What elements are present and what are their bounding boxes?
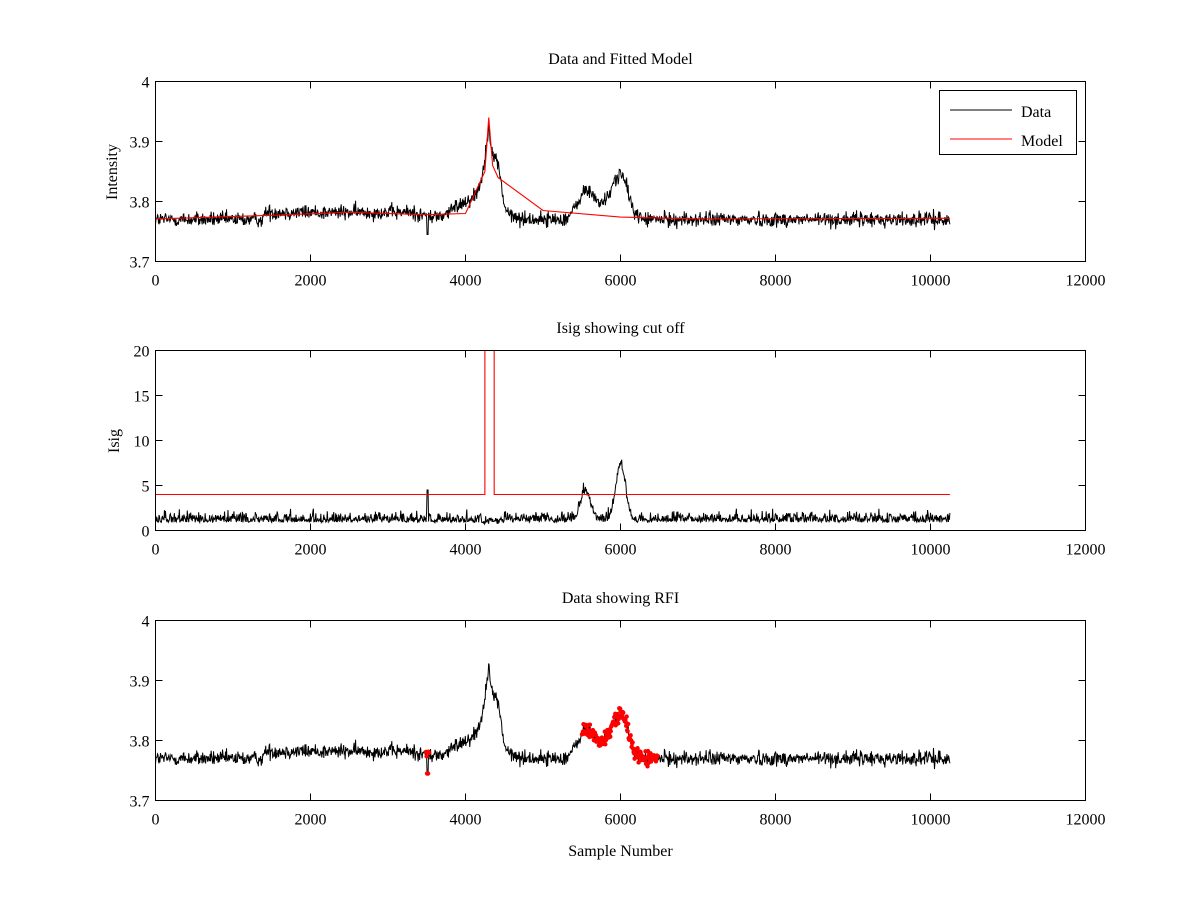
panel1-title: Data and Fitted Model — [548, 51, 693, 68]
x-tick-label: 4000 — [450, 812, 482, 829]
y-tick-label: 20 — [134, 344, 150, 361]
panel1-ylabel: Intensity — [104, 144, 121, 200]
legend-model-label: Model — [1021, 133, 1063, 150]
y-tick-label: 3.8 — [130, 734, 150, 751]
x-tick-label: 12000 — [1066, 273, 1106, 290]
panel3-axes-box — [155, 620, 1086, 801]
panel3-rfi-markers — [423, 706, 660, 776]
y-tick-label: 3.7 — [130, 794, 150, 811]
panel1-y-ticks: 3.7 3.8 3.9 4 — [130, 75, 1086, 272]
x-tick-label: 6000 — [605, 812, 637, 829]
panel3-data-line — [155, 663, 951, 774]
rfi-point — [645, 764, 650, 769]
rfi-point — [620, 710, 626, 715]
panel3-xlabel: Sample Number — [568, 843, 673, 860]
panel3-title: Data showing RFI — [562, 590, 679, 607]
panel2-cutoff-line — [155, 349, 950, 496]
x-tick-label: 4000 — [450, 273, 482, 290]
rfi-point — [424, 754, 429, 759]
rfi-point — [632, 756, 637, 761]
y-tick-label: 3.9 — [130, 674, 150, 691]
x-tick-label: 0 — [152, 812, 160, 829]
rfi-point — [425, 771, 431, 776]
panel-isig: Isig showing cut off Isig 0 2000 4000 6000 8… — [106, 320, 1106, 559]
x-tick-label: 8000 — [760, 273, 792, 290]
x-tick-label: 8000 — [760, 812, 792, 829]
panel1-data-line — [155, 124, 951, 235]
x-tick-label: 12000 — [1066, 542, 1106, 559]
rfi-point — [628, 733, 633, 738]
x-tick-label: 10000 — [911, 812, 951, 829]
rfi-point — [587, 722, 593, 727]
rfi-point — [630, 740, 635, 745]
rfi-point — [608, 728, 613, 734]
panel2-axes-box — [155, 350, 1086, 531]
panel-rfi: Data showing RFI Sample Number 0 2000 4000… — [130, 590, 1106, 860]
legend-data-label: Data — [1021, 104, 1051, 121]
x-tick-label: 0 — [152, 273, 160, 290]
y-tick-label: 5 — [142, 479, 150, 496]
x-tick-label: 10000 — [911, 273, 951, 290]
panel-data-model: Data and Fitted Model Intensity 0 2000 400… — [104, 51, 1106, 290]
legend-box — [939, 90, 1077, 155]
panel2-y-ticks: 0 5 10 15 20 — [134, 344, 1086, 541]
y-tick-label: 15 — [134, 389, 150, 406]
panel2-isig-line — [155, 459, 951, 526]
legend: Data Model — [939, 90, 1077, 155]
rfi-point — [625, 721, 631, 727]
panel1-x-ticks: 0 2000 4000 6000 8000 10000 12000 — [152, 81, 1106, 290]
rfi-point — [635, 746, 640, 751]
x-tick-label: 8000 — [760, 542, 792, 559]
x-tick-label: 2000 — [295, 273, 327, 290]
x-tick-label: 6000 — [605, 542, 637, 559]
y-tick-label: 4 — [142, 614, 150, 631]
panel2-title: Isig showing cut off — [556, 320, 685, 337]
panel3-y-ticks: 3.7 3.8 3.9 4 — [130, 614, 1086, 811]
panel3-x-ticks: 0 2000 4000 6000 8000 10000 12000 — [152, 620, 1106, 829]
rfi-point — [426, 750, 432, 755]
x-tick-label: 12000 — [1066, 812, 1106, 829]
rfi-point — [624, 714, 629, 719]
x-tick-label: 2000 — [295, 542, 327, 559]
y-tick-label: 3.7 — [130, 255, 150, 272]
x-tick-label: 2000 — [295, 812, 327, 829]
y-tick-label: 10 — [134, 434, 150, 451]
panel1-model-line — [155, 117, 950, 220]
rfi-point — [616, 721, 621, 726]
x-tick-label: 4000 — [450, 542, 482, 559]
x-tick-label: 10000 — [911, 542, 951, 559]
panel2-x-ticks: 0 2000 4000 6000 8000 10000 12000 — [152, 350, 1106, 559]
rfi-point — [608, 734, 613, 739]
y-tick-label: 3.9 — [130, 135, 150, 152]
rfi-point — [615, 711, 620, 717]
x-tick-label: 6000 — [605, 273, 637, 290]
panel1-axes-box — [155, 81, 1086, 262]
rfi-point — [636, 760, 641, 765]
panel2-ylabel: Isig — [106, 429, 123, 453]
x-tick-label: 0 — [152, 542, 160, 559]
rfi-point — [655, 753, 660, 759]
rfi-point — [603, 742, 608, 747]
y-tick-label: 0 — [142, 524, 150, 541]
y-tick-label: 4 — [142, 75, 150, 92]
y-tick-label: 3.8 — [130, 195, 150, 212]
rfi-point — [625, 729, 630, 734]
